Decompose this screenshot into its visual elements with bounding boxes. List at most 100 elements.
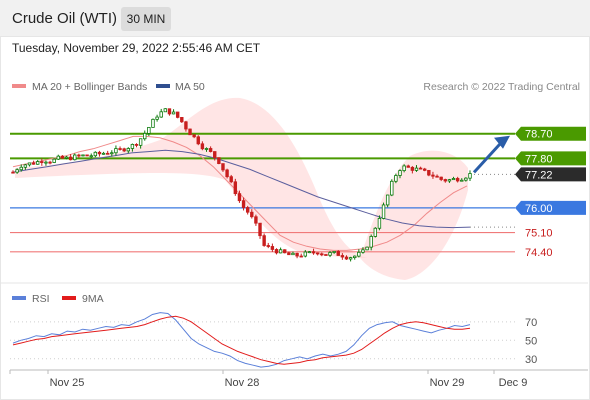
candle-body [291, 252, 295, 256]
candle-body [143, 132, 147, 140]
candle-body [60, 155, 65, 159]
candle-body [221, 163, 225, 171]
candle-body [324, 254, 328, 256]
level-label-76.00: 76.00 [525, 203, 553, 215]
candle-body [159, 111, 163, 118]
x-tick-label-2: Nov 29 [430, 377, 465, 389]
rsi-ma-legend-swatch [62, 296, 76, 300]
candle-body [167, 108, 172, 115]
rsi-line-9ma [12, 315, 471, 365]
candle-body [443, 179, 447, 182]
candle-body [31, 162, 36, 165]
candle-body [52, 158, 56, 163]
candle-body [200, 143, 205, 150]
candle-body [287, 252, 291, 256]
candle-body [377, 218, 382, 229]
candle-body [402, 165, 406, 171]
bollinger-band-1 [15, 97, 368, 259]
bollinger-band-2 [360, 150, 468, 280]
candle-body [188, 128, 192, 136]
candle-body [423, 168, 427, 171]
candle-body [353, 255, 357, 259]
candle-body [262, 235, 266, 246]
candle-body [241, 200, 246, 208]
x-tick-label-0: Nov 25 [50, 377, 85, 389]
rsi-legend-swatch [12, 296, 26, 300]
candle-body [48, 161, 52, 164]
candle-body [406, 165, 410, 168]
candle-body [184, 121, 188, 130]
x-tick-label-1: Nov 28 [225, 377, 260, 389]
candle-body [23, 164, 28, 168]
x-tick-label-3: Dec 9 [499, 377, 528, 389]
candle-body [258, 222, 262, 237]
candle-body [435, 175, 439, 178]
candle-body [464, 177, 468, 181]
candle-body [44, 161, 48, 164]
candle-body [390, 180, 394, 196]
candle-body [340, 255, 345, 258]
candle-body [147, 126, 151, 134]
forecast-arrow-shaft [472, 140, 504, 174]
candle-body [85, 154, 89, 157]
candle-body [204, 148, 209, 150]
last-price-tag-bg [515, 167, 586, 182]
timeframe-button[interactable]: 30 MIN [121, 7, 171, 31]
candle-body [451, 178, 456, 181]
candle-body [73, 154, 77, 161]
candle-body [19, 166, 23, 171]
candle-body [64, 156, 69, 159]
level-label-74.40: 74.40 [525, 247, 553, 259]
timestamp: Tuesday, November 29, 2022 2:55:46 AM CE… [12, 41, 261, 55]
candle-body [151, 118, 155, 128]
candle-body [299, 255, 303, 258]
candle-body [254, 216, 258, 224]
candle-body [130, 144, 135, 149]
ma20-legend-swatch [12, 84, 26, 88]
candle-body [460, 179, 464, 182]
candle-body [180, 117, 184, 123]
candle-body [225, 169, 229, 178]
level-tag-bg-77.80 [515, 151, 586, 166]
level-label-77.80: 77.80 [525, 153, 553, 165]
candle-body [213, 151, 217, 159]
candle-body [101, 152, 106, 155]
candle-body [307, 251, 312, 254]
candle-body [134, 144, 139, 146]
candle-body [114, 148, 118, 154]
candle-body [283, 249, 287, 254]
last-price-label: 77.22 [525, 169, 553, 181]
candle-body [369, 236, 373, 248]
rsi-tick-70: 70 [525, 317, 537, 329]
candle-body [266, 245, 270, 247]
ma-line-ma50 [12, 149, 471, 229]
ma20-legend: MA 20 + Bollinger Bands [32, 81, 147, 93]
candle-body [381, 204, 386, 219]
level-label-78.70: 78.70 [525, 129, 553, 141]
candle-body [175, 111, 180, 118]
candle-body [385, 194, 390, 206]
candle-body [196, 136, 200, 145]
candle-body [93, 151, 98, 157]
candle-body [394, 175, 398, 182]
candle-body [295, 252, 299, 257]
instrument-title: Crude Oil (WTI) [12, 10, 117, 27]
rsi-tick-30: 30 [525, 354, 537, 366]
candle-body [332, 251, 336, 253]
candle-body [418, 167, 423, 170]
forecast-arrow-head [494, 135, 510, 149]
candle-body [81, 154, 85, 157]
rsi-tick-50: 50 [525, 335, 537, 347]
header-bar: Crude Oil (WTI) 30 MIN [0, 0, 590, 36]
candle-body [468, 173, 472, 179]
candle-body [15, 169, 19, 173]
candle-body [250, 211, 254, 218]
copyright: Research © 2022 Trading Central [423, 81, 580, 93]
candle-body [278, 249, 283, 254]
candle-body [122, 148, 126, 152]
candle-body [27, 162, 32, 166]
ma50-legend: MA 50 [175, 81, 205, 93]
rsi-ma-legend: 9MA [82, 293, 104, 305]
